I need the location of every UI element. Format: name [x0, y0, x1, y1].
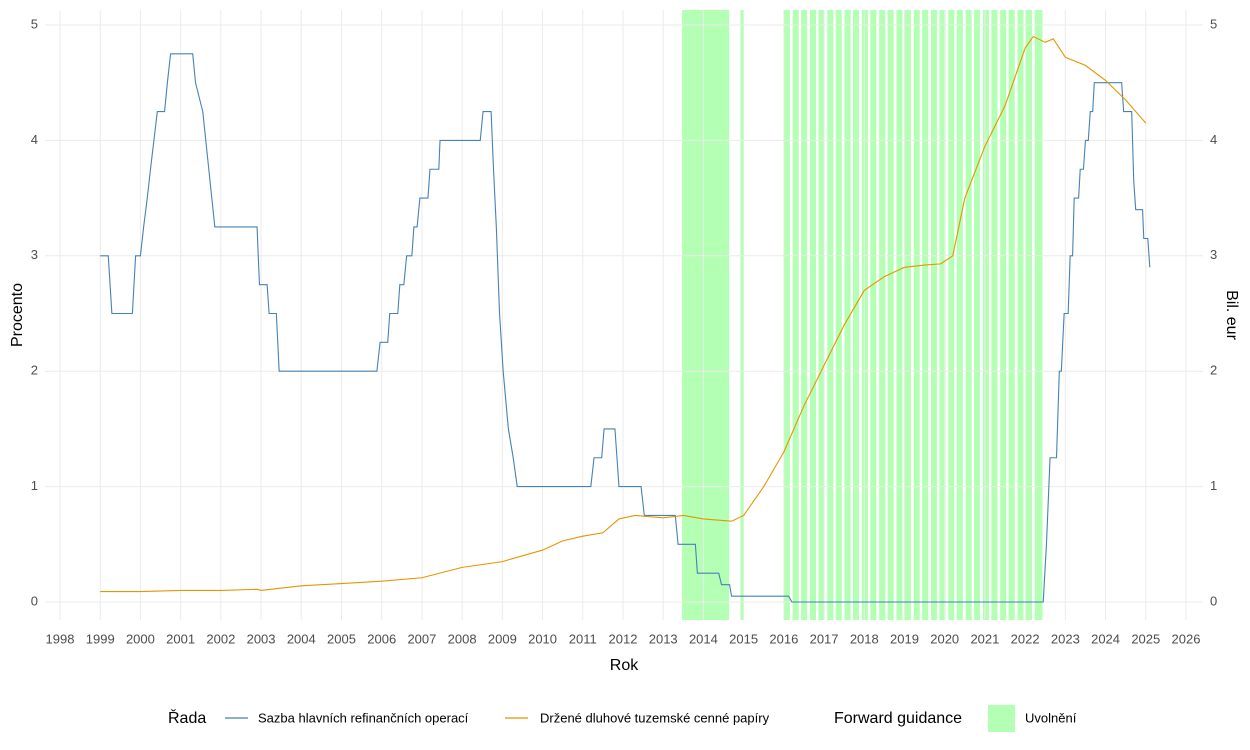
- shaded-region: [887, 10, 894, 620]
- x-tick-label: 2020: [930, 631, 959, 646]
- shaded-region: [913, 10, 920, 620]
- shaded-region: [991, 10, 998, 620]
- shaded-region: [1034, 10, 1043, 620]
- x-tick-label: 1998: [46, 631, 75, 646]
- shaded-region: [974, 10, 981, 620]
- x-tick-label: 2009: [488, 631, 517, 646]
- shaded-region: [982, 10, 989, 620]
- x-tick-label: 2023: [1051, 631, 1080, 646]
- shaded-region: [922, 10, 929, 620]
- y-axis-title: Procento: [9, 283, 26, 347]
- legend-title: Forward guidance: [834, 710, 962, 727]
- x-tick-label: 2015: [729, 631, 758, 646]
- x-tick-label: 2024: [1091, 631, 1120, 646]
- x-tick-label: 2018: [850, 631, 879, 646]
- x-tick-label: 2007: [407, 631, 436, 646]
- x-tick-label: 2022: [1011, 631, 1040, 646]
- shaded-region: [1008, 10, 1015, 620]
- shaded-region: [818, 10, 825, 620]
- shaded-region: [853, 10, 860, 620]
- legend-label: Uvolnění: [1025, 710, 1077, 725]
- x-tick-label: 2002: [206, 631, 235, 646]
- y2-tick-label: 4: [1210, 132, 1217, 147]
- x-tick-label: 2016: [769, 631, 798, 646]
- shaded-region: [870, 10, 877, 620]
- y2-tick-label: 1: [1210, 478, 1217, 493]
- y-tick-label: 2: [31, 363, 38, 378]
- x-tick-label: 2003: [247, 631, 276, 646]
- legend-label: Držené dluhové tuzemské cenné papíry: [540, 710, 770, 725]
- x-tick-label: 2000: [126, 631, 155, 646]
- y-tick-label: 1: [31, 478, 38, 493]
- shading-layer: [682, 10, 1043, 620]
- shaded-region: [835, 10, 842, 620]
- x-tick-label: 2004: [287, 631, 316, 646]
- x-tick-label: 2025: [1131, 631, 1160, 646]
- shaded-region: [1000, 10, 1007, 620]
- x-tick-label: 2017: [810, 631, 839, 646]
- shaded-region: [956, 10, 963, 620]
- series-line: [100, 53, 1151, 603]
- shaded-region: [879, 10, 886, 620]
- y-tick-label: 3: [31, 247, 38, 262]
- x-tick-label: 2014: [689, 631, 718, 646]
- y-tick-label: 4: [31, 132, 38, 147]
- shaded-region: [861, 10, 868, 620]
- x-tick-label: 2013: [649, 631, 678, 646]
- shaded-region: [965, 10, 972, 620]
- y-tick-label: 0: [31, 593, 38, 608]
- shaded-region: [1017, 10, 1024, 620]
- series-line: [100, 35, 1147, 593]
- x-tick-label: 2001: [166, 631, 195, 646]
- legend-title: Řada: [168, 708, 206, 727]
- x-tick-label: 2021: [970, 631, 999, 646]
- shaded-region: [809, 10, 817, 620]
- x-tick-label: 2005: [327, 631, 356, 646]
- legend-label: Sazba hlavních refinančních operací: [258, 710, 469, 725]
- x-tick-label: 2011: [569, 631, 597, 646]
- shaded-region: [844, 10, 851, 620]
- shaded-region: [682, 10, 730, 620]
- y2-tick-label: 3: [1210, 247, 1217, 262]
- y2-axis-title: Bil. eur: [1223, 290, 1240, 340]
- shaded-region: [939, 10, 946, 620]
- x-tick-label: 2006: [367, 631, 396, 646]
- shaded-region: [931, 10, 938, 620]
- shaded-region: [904, 10, 911, 620]
- x-tick-label: 2008: [448, 631, 477, 646]
- shaded-region: [1025, 10, 1032, 620]
- y-tick-label: 5: [31, 16, 38, 31]
- y2-tick-label: 2: [1210, 363, 1217, 378]
- shaded-region: [827, 10, 834, 620]
- shaded-region: [792, 10, 799, 620]
- x-tick-label: 2012: [609, 631, 638, 646]
- x-axis-title: Rok: [610, 657, 639, 674]
- shaded-region: [801, 10, 808, 620]
- x-tick-label: 2019: [890, 631, 919, 646]
- shaded-region: [783, 10, 790, 620]
- shaded-region: [896, 10, 903, 620]
- x-tick-label: 1999: [86, 631, 115, 646]
- line-layer: [100, 35, 1151, 603]
- shaded-region: [948, 10, 955, 620]
- x-tick-label: 2010: [528, 631, 557, 646]
- grid-layer: [45, 10, 1203, 620]
- y2-tick-label: 0: [1210, 593, 1217, 608]
- x-tick-label: 2026: [1172, 631, 1201, 646]
- legend-swatch: [988, 705, 1015, 732]
- shaded-region: [740, 10, 744, 620]
- y2-tick-label: 5: [1210, 16, 1217, 31]
